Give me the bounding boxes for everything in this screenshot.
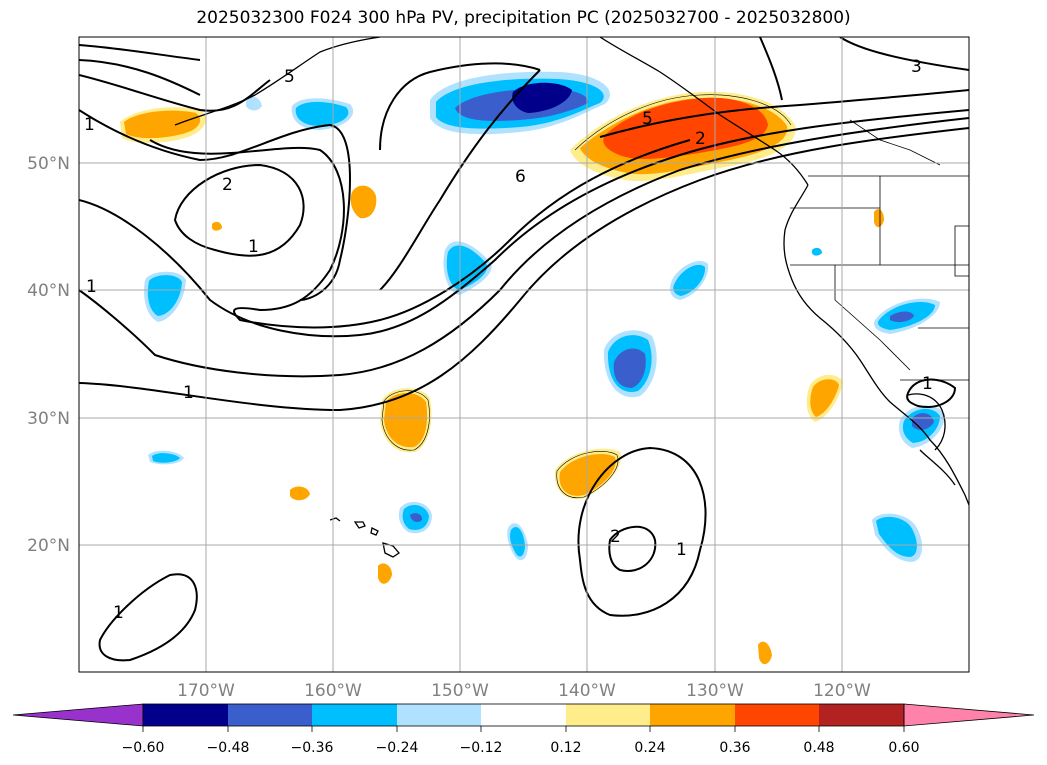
colorbar-bin bbox=[143, 704, 228, 726]
colorbar-tick-label: 0.36 bbox=[719, 740, 750, 756]
colorbar-bin bbox=[481, 704, 566, 726]
colorbar-tick-label: −0.36 bbox=[291, 740, 334, 756]
latitude-labels: 50°N 40°N 30°N 20°N bbox=[27, 154, 70, 556]
colorbar-tick-label: 0.12 bbox=[550, 740, 581, 756]
colorbar-bin bbox=[819, 704, 904, 726]
contour-label: 2 bbox=[610, 527, 621, 547]
colorbar-extend-high bbox=[903, 703, 1035, 727]
negative-anomaly-areas bbox=[144, 71, 945, 562]
colorbar-bin bbox=[397, 704, 481, 726]
lat-label: 40°N bbox=[27, 281, 70, 301]
contour-label: 1 bbox=[676, 540, 687, 560]
contour-label: 5 bbox=[284, 67, 295, 87]
contour-label: 6 bbox=[515, 167, 526, 187]
contour-label: 1 bbox=[86, 277, 97, 297]
colorbar-bin bbox=[228, 704, 312, 726]
lat-label: 30°N bbox=[27, 409, 70, 429]
area-outlines bbox=[381, 94, 792, 499]
contour-label: 1 bbox=[922, 374, 933, 394]
colorbar-tick-label: −0.60 bbox=[122, 740, 165, 756]
contour-label: 5 bbox=[642, 109, 653, 129]
lat-label: 20°N bbox=[27, 536, 70, 556]
colorbar: −0.60 −0.48 −0.36 −0.24 −0.12 0.12 0.24 … bbox=[12, 703, 1035, 756]
colorbar-extend-low bbox=[12, 703, 144, 727]
lon-label: 160°W bbox=[304, 681, 362, 701]
graticule bbox=[79, 37, 969, 672]
contour-label: 1 bbox=[84, 115, 95, 135]
colorbar-bin bbox=[735, 704, 819, 726]
contour-label: 2 bbox=[222, 175, 233, 195]
map-title: 2025032300 F024 300 hPa PV, precipitatio… bbox=[196, 8, 851, 28]
positive-anomaly-areas bbox=[120, 91, 884, 665]
colorbar-tick-label: 0.60 bbox=[888, 740, 919, 756]
lon-label: 120°W bbox=[813, 681, 871, 701]
colorbar-tick-label: −0.12 bbox=[460, 740, 503, 756]
colorbar-tick-label: 0.48 bbox=[803, 740, 834, 756]
political-borders bbox=[790, 119, 969, 381]
colorbar-bin bbox=[650, 704, 735, 726]
colorbar-bin bbox=[312, 704, 397, 726]
colorbar-tick-label: −0.48 bbox=[207, 740, 250, 756]
lat-label: 50°N bbox=[27, 154, 70, 174]
contour-labels: 1 2 1 1 6 5 5 2 3 1 1 2 1 1 bbox=[84, 57, 933, 623]
map-frame bbox=[78, 36, 970, 673]
contour-label: 2 bbox=[695, 129, 706, 149]
contour-label: 1 bbox=[113, 603, 124, 623]
longitude-labels: 170°W 160°W 150°W 140°W 130°W 120°W bbox=[177, 681, 871, 701]
colorbar-tick-label: 0.24 bbox=[634, 740, 665, 756]
lon-label: 170°W bbox=[177, 681, 235, 701]
colorbar-tick-label: −0.24 bbox=[376, 740, 419, 756]
colorbar-bin bbox=[566, 704, 650, 726]
lon-label: 140°W bbox=[558, 681, 616, 701]
contour-label: 3 bbox=[911, 57, 922, 77]
map-background bbox=[79, 37, 969, 672]
contour-label: 1 bbox=[183, 383, 194, 403]
pv-contours bbox=[79, 37, 969, 662]
lon-label: 150°W bbox=[431, 681, 489, 701]
lon-label: 130°W bbox=[686, 681, 744, 701]
contour-label: 1 bbox=[248, 237, 259, 257]
